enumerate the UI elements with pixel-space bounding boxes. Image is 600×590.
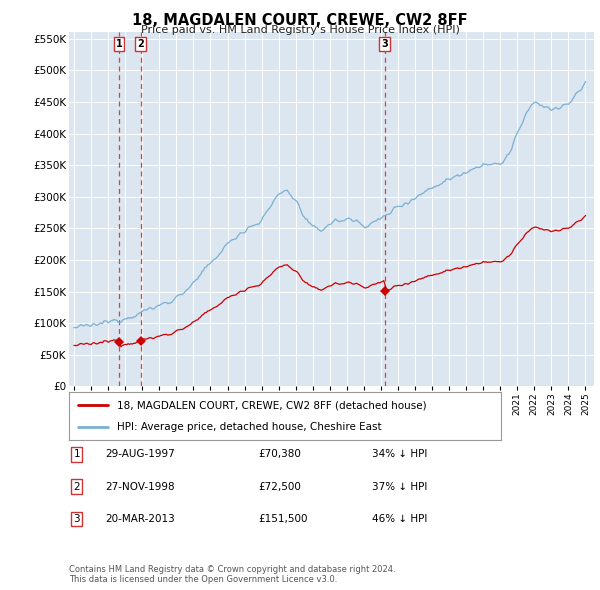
Text: 27-NOV-1998: 27-NOV-1998 [105,482,175,491]
Text: 37% ↓ HPI: 37% ↓ HPI [372,482,427,491]
Text: 29-AUG-1997: 29-AUG-1997 [105,450,175,459]
Text: 1: 1 [73,450,80,459]
Text: Contains HM Land Registry data © Crown copyright and database right 2024.
This d: Contains HM Land Registry data © Crown c… [69,565,395,584]
Text: £70,380: £70,380 [258,450,301,459]
Text: 2: 2 [73,482,80,491]
Text: 20-MAR-2013: 20-MAR-2013 [105,514,175,524]
Text: 46% ↓ HPI: 46% ↓ HPI [372,514,427,524]
Text: 34% ↓ HPI: 34% ↓ HPI [372,450,427,459]
Text: 2: 2 [137,39,144,49]
Text: 3: 3 [73,514,80,524]
Text: 3: 3 [381,39,388,49]
Text: HPI: Average price, detached house, Cheshire East: HPI: Average price, detached house, Ches… [116,422,381,432]
Text: £72,500: £72,500 [258,482,301,491]
Text: Price paid vs. HM Land Registry's House Price Index (HPI): Price paid vs. HM Land Registry's House … [140,25,460,35]
Text: 18, MAGDALEN COURT, CREWE, CW2 8FF: 18, MAGDALEN COURT, CREWE, CW2 8FF [132,13,468,28]
Text: £151,500: £151,500 [258,514,308,524]
Text: 1: 1 [116,39,122,49]
Text: 18, MAGDALEN COURT, CREWE, CW2 8FF (detached house): 18, MAGDALEN COURT, CREWE, CW2 8FF (deta… [116,400,426,410]
